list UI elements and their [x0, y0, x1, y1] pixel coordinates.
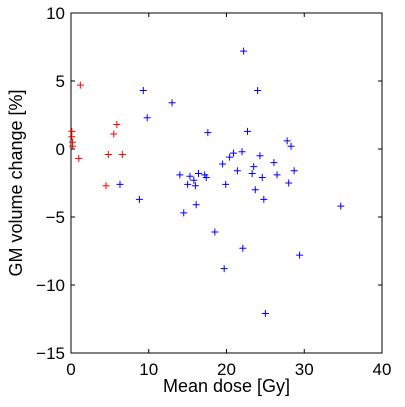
data-point	[102, 182, 110, 190]
data-point	[260, 195, 268, 203]
data-point	[233, 167, 241, 175]
data-point	[116, 180, 124, 188]
x-tick-label: 10	[139, 360, 158, 379]
plot-area	[70, 12, 383, 354]
x-tick-label: 0	[66, 360, 75, 379]
data-point	[219, 160, 227, 168]
data-point	[270, 159, 278, 167]
data-point	[186, 172, 194, 180]
data-point	[226, 153, 234, 161]
data-point	[135, 195, 143, 203]
data-point	[195, 169, 203, 177]
data-point	[143, 114, 151, 122]
data-point	[283, 137, 291, 145]
data-point	[258, 174, 266, 182]
data-point	[104, 150, 112, 158]
x-axis-label: Mean dose [Gy]	[163, 376, 290, 396]
data-point	[251, 186, 259, 194]
data-points	[68, 47, 345, 318]
data-point	[337, 202, 345, 210]
data-point	[222, 180, 230, 188]
data-point	[273, 171, 281, 179]
data-point	[285, 179, 293, 187]
data-point	[290, 167, 298, 175]
axis-ticks: 0 10 20 30 40 −15 −10 −5 0 5 10	[36, 4, 391, 379]
data-point	[243, 127, 251, 135]
y-tick-label: 0	[56, 140, 65, 159]
data-point	[113, 121, 121, 129]
data-point	[168, 99, 176, 107]
y-tick-label: −15	[36, 344, 65, 363]
data-point	[261, 310, 269, 318]
y-axis-label: GM volume change [%]	[6, 89, 26, 276]
data-point	[296, 251, 304, 259]
x-tick-label: 30	[295, 360, 314, 379]
y-tick-label: −5	[46, 208, 65, 227]
data-point	[250, 163, 258, 171]
data-point	[254, 87, 262, 95]
data-point	[110, 130, 118, 138]
data-point	[76, 81, 84, 89]
data-point	[248, 169, 256, 177]
data-point	[256, 152, 264, 160]
data-point	[68, 133, 76, 141]
data-point	[192, 201, 200, 209]
data-point	[240, 47, 248, 55]
x-tick-label: 40	[373, 360, 392, 379]
data-point	[75, 155, 83, 163]
data-point	[229, 149, 237, 157]
data-point	[184, 180, 192, 188]
data-point	[69, 142, 77, 150]
y-tick-label: −10	[36, 276, 65, 295]
data-point	[287, 142, 295, 150]
data-point	[239, 244, 247, 252]
data-point	[220, 265, 228, 273]
x-tick-label: 20	[217, 360, 236, 379]
y-tick-label: 5	[56, 72, 65, 91]
y-tick-label: 10	[46, 4, 65, 23]
data-point	[139, 87, 147, 95]
data-point	[191, 182, 199, 190]
data-point	[204, 129, 212, 137]
data-point	[238, 148, 246, 156]
data-point	[190, 176, 198, 184]
data-point	[180, 209, 188, 217]
data-point	[176, 171, 184, 179]
data-point	[211, 228, 219, 236]
data-point	[118, 150, 126, 158]
data-point	[202, 174, 210, 182]
